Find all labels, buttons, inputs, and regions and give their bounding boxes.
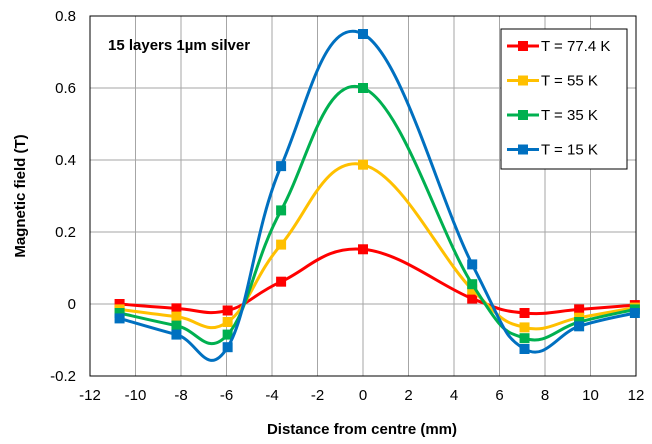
data-point-marker xyxy=(358,83,368,93)
chart-annotation: 15 layers 1µm silver xyxy=(108,37,250,54)
legend-label: T = 55 K xyxy=(541,73,598,90)
legend-swatch-marker xyxy=(518,144,528,155)
y-axis-title: Magnetic field (T) xyxy=(12,134,29,257)
x-tick-label: -8 xyxy=(174,387,187,404)
legend-item: T = 55 K xyxy=(507,73,598,90)
x-tick-label: 8 xyxy=(541,387,549,404)
data-point-marker xyxy=(222,329,233,340)
data-point-marker xyxy=(467,284,478,295)
data-point-marker xyxy=(171,311,182,322)
legend-item: T = 15 K xyxy=(507,142,598,159)
x-tick-label: -12 xyxy=(79,387,101,404)
x-tick-label: 6 xyxy=(495,387,503,404)
x-tick-label: 0 xyxy=(359,387,367,404)
x-tick-label: -4 xyxy=(265,387,278,404)
data-point-marker xyxy=(114,313,125,324)
x-tick-label: -2 xyxy=(311,387,324,404)
series-2 xyxy=(114,159,640,333)
data-point-marker xyxy=(222,305,233,316)
x-tick-labels: -12 -10 -8 -6 -4 -2 0 2 4 6 8 10 12 xyxy=(79,387,644,404)
data-point-marker xyxy=(467,279,478,290)
data-point-marker xyxy=(114,308,125,318)
data-point-marker xyxy=(276,276,287,287)
data-point-marker xyxy=(171,329,182,340)
data-point-marker xyxy=(171,320,182,331)
x-tick-label: 4 xyxy=(450,387,458,404)
legend-label: T = 15 K xyxy=(541,142,598,159)
data-point-marker xyxy=(276,205,287,216)
data-point-marker xyxy=(114,299,125,309)
data-point-marker xyxy=(276,239,287,250)
legend-item: T = 77.4 K xyxy=(507,38,610,55)
x-tick-label: 2 xyxy=(404,387,412,404)
legend-swatch-marker xyxy=(518,41,528,51)
x-axis-title: Distance from centre (mm) xyxy=(267,421,457,438)
plot-area-frame xyxy=(89,15,637,377)
series-group xyxy=(114,29,640,362)
x-tick-label: -6 xyxy=(220,387,233,404)
data-point-marker xyxy=(358,244,368,255)
data-point-marker xyxy=(467,293,478,304)
data-point-marker xyxy=(222,317,233,327)
legend-swatch-marker xyxy=(518,75,528,86)
legend-swatch-marker xyxy=(518,110,528,120)
legend-label: T = 35 K xyxy=(541,107,598,124)
series-4 xyxy=(114,29,640,362)
y-tick-label: 0.8 xyxy=(55,8,76,25)
data-point-marker xyxy=(629,308,640,318)
data-point-marker xyxy=(519,308,530,318)
data-point-marker xyxy=(358,159,368,170)
y-tick-label: -0.2 xyxy=(50,368,76,385)
data-point-marker xyxy=(519,333,530,344)
y-tick-labels: -0.2 0 0.2 0.4 0.6 0.8 xyxy=(50,8,76,385)
data-point-marker xyxy=(171,303,182,314)
data-point-marker xyxy=(222,342,233,353)
y-tick-label: 0.4 xyxy=(55,152,76,169)
data-point-marker xyxy=(276,161,287,172)
data-point-marker xyxy=(358,29,368,39)
legend-item: T = 35 K xyxy=(507,107,598,124)
series-1 xyxy=(114,244,640,318)
x-tick-label: 12 xyxy=(628,387,645,404)
x-tick-label: 10 xyxy=(582,387,599,404)
data-point-marker xyxy=(574,304,585,315)
legend-label: T = 77.4 K xyxy=(541,38,610,55)
data-point-marker xyxy=(467,259,478,270)
y-tick-label: 0.6 xyxy=(55,80,76,97)
data-point-marker xyxy=(574,321,585,332)
data-point-marker xyxy=(519,344,530,354)
y-tick-label: 0 xyxy=(68,296,76,313)
legend: T = 77.4 K T = 55 K T = 35 K T = 15 K xyxy=(500,28,628,170)
x-tick-label: -10 xyxy=(125,387,147,404)
y-tick-label: 0.2 xyxy=(55,224,76,241)
data-point-marker xyxy=(519,322,530,333)
